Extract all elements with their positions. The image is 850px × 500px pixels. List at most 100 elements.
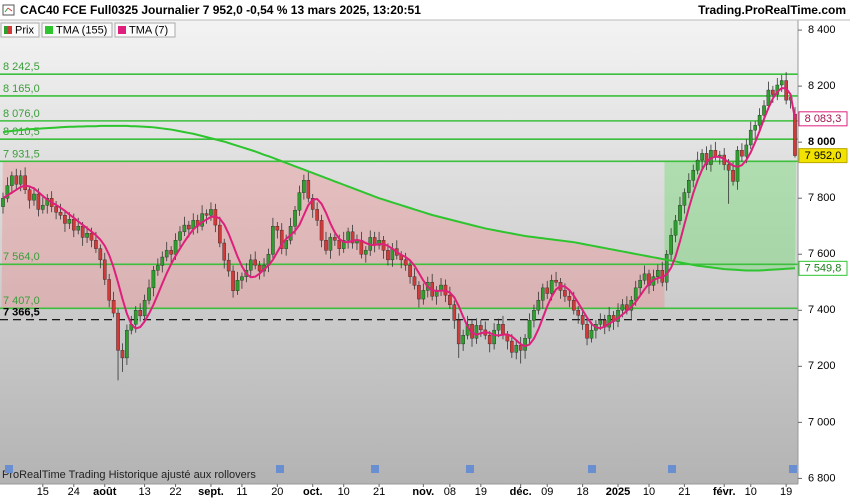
x-tick-label: sept.: [198, 486, 224, 498]
candle-body: [187, 224, 191, 230]
candle-body: [571, 299, 576, 311]
candle-body: [182, 224, 187, 233]
candle-body: [319, 220, 324, 241]
legend-box: [114, 22, 176, 38]
x-tick-label: févr.: [713, 486, 736, 498]
candle-body: [576, 310, 580, 316]
candle-body: [98, 248, 103, 261]
candle-body: [403, 259, 408, 266]
candle-body: [89, 233, 94, 241]
candle-body: [231, 270, 235, 291]
candle-body: [341, 240, 346, 249]
candle-body: [218, 224, 222, 244]
candle-body: [111, 299, 116, 314]
level-label: 7 564,0: [3, 251, 40, 263]
candle-body: [580, 315, 585, 325]
candle-body: [695, 159, 700, 171]
candle-body: [518, 345, 523, 351]
candle-body: [14, 175, 19, 185]
x-tick-label: 2025: [606, 486, 630, 498]
candle-body: [257, 264, 262, 272]
candle-body: [656, 270, 660, 277]
x-tick-label: 22: [169, 486, 181, 498]
chart-title: CAC40 FCE Full0325 Journalier 7 952,0 -0…: [20, 3, 421, 17]
candle-body: [156, 265, 160, 271]
candle-body: [36, 193, 41, 210]
x-tick-label: 08: [444, 486, 456, 498]
candle-body: [240, 276, 244, 281]
candle-body: [549, 280, 554, 294]
legend-label: Prix: [15, 24, 34, 36]
rollover-icons: [5, 465, 797, 473]
candle-body: [487, 335, 492, 345]
x-tick-label: déc.: [510, 486, 532, 498]
y-tick-label: 7 800: [808, 192, 836, 204]
candle-body: [607, 315, 611, 328]
ma-slow-tag-box: [798, 260, 848, 276]
candle-body: [638, 280, 642, 289]
legend-box: [41, 22, 113, 38]
y-tick-label: 8 000: [808, 136, 836, 148]
candle-body: [554, 280, 558, 283]
candle-body: [271, 226, 275, 255]
candle-body: [678, 205, 682, 221]
candle-body: [67, 219, 72, 224]
candle-body: [169, 250, 173, 255]
candle-body: [757, 115, 762, 126]
price-tag: 7 952,0: [805, 150, 842, 162]
x-tick-label: 21: [678, 486, 690, 498]
candle-body: [209, 209, 213, 216]
candle-body: [10, 175, 14, 186]
candle-body: [337, 240, 342, 249]
x-tick-label: 13: [138, 486, 150, 498]
y-tick-label: 8 400: [808, 24, 836, 36]
candle-body: [204, 213, 209, 216]
x-tick-label: 10: [643, 486, 655, 498]
x-tick-label: 11: [236, 486, 247, 498]
candle-body: [386, 250, 390, 261]
candle-body: [302, 180, 306, 193]
candle-body: [762, 105, 766, 116]
candle-body: [496, 324, 501, 331]
level-label: 7 931,5: [3, 148, 40, 160]
candle-body: [501, 324, 505, 336]
candle-body: [563, 290, 567, 297]
candle-body: [585, 324, 589, 339]
candle-body: [492, 329, 496, 345]
x-tick-label: 10: [338, 486, 350, 498]
x-tick-label: 20: [271, 486, 283, 498]
candle-body: [567, 296, 572, 301]
candle-body: [76, 226, 81, 231]
candle-body: [94, 240, 98, 249]
candle-body: [598, 320, 603, 325]
x-tick-label: oct.: [303, 486, 323, 498]
candle-body: [532, 310, 536, 321]
candle-body: [417, 285, 421, 300]
candle-body: [642, 273, 647, 281]
candle-body: [452, 304, 457, 321]
legend-label: TMA (7): [129, 24, 168, 36]
candle-body: [248, 259, 253, 271]
x-tick-label: 10: [745, 486, 757, 498]
candle-body: [160, 256, 165, 266]
candle-body: [726, 164, 731, 171]
candle-body: [32, 193, 36, 201]
footnote: ProRealTime Trading Historique ajusté au…: [2, 469, 256, 481]
x-tick-label: 24: [68, 486, 80, 498]
candle-body: [346, 231, 350, 241]
y-tick-label: 7 000: [808, 416, 836, 428]
candle-body: [315, 209, 319, 221]
candle-body: [461, 335, 465, 345]
candle-body: [700, 153, 704, 161]
candle-body: [54, 206, 58, 213]
y-tick-label: 7 400: [808, 304, 836, 316]
y-tick-label: 7 600: [808, 248, 836, 260]
x-tick-label: 21: [373, 486, 385, 498]
candle-body: [116, 312, 120, 351]
candle-body: [687, 180, 691, 193]
ma-fast-tag-box: [798, 111, 848, 127]
y-tick-label: 7 200: [808, 360, 836, 372]
x-tick-label: 15: [37, 486, 49, 498]
candle-body: [713, 150, 718, 157]
